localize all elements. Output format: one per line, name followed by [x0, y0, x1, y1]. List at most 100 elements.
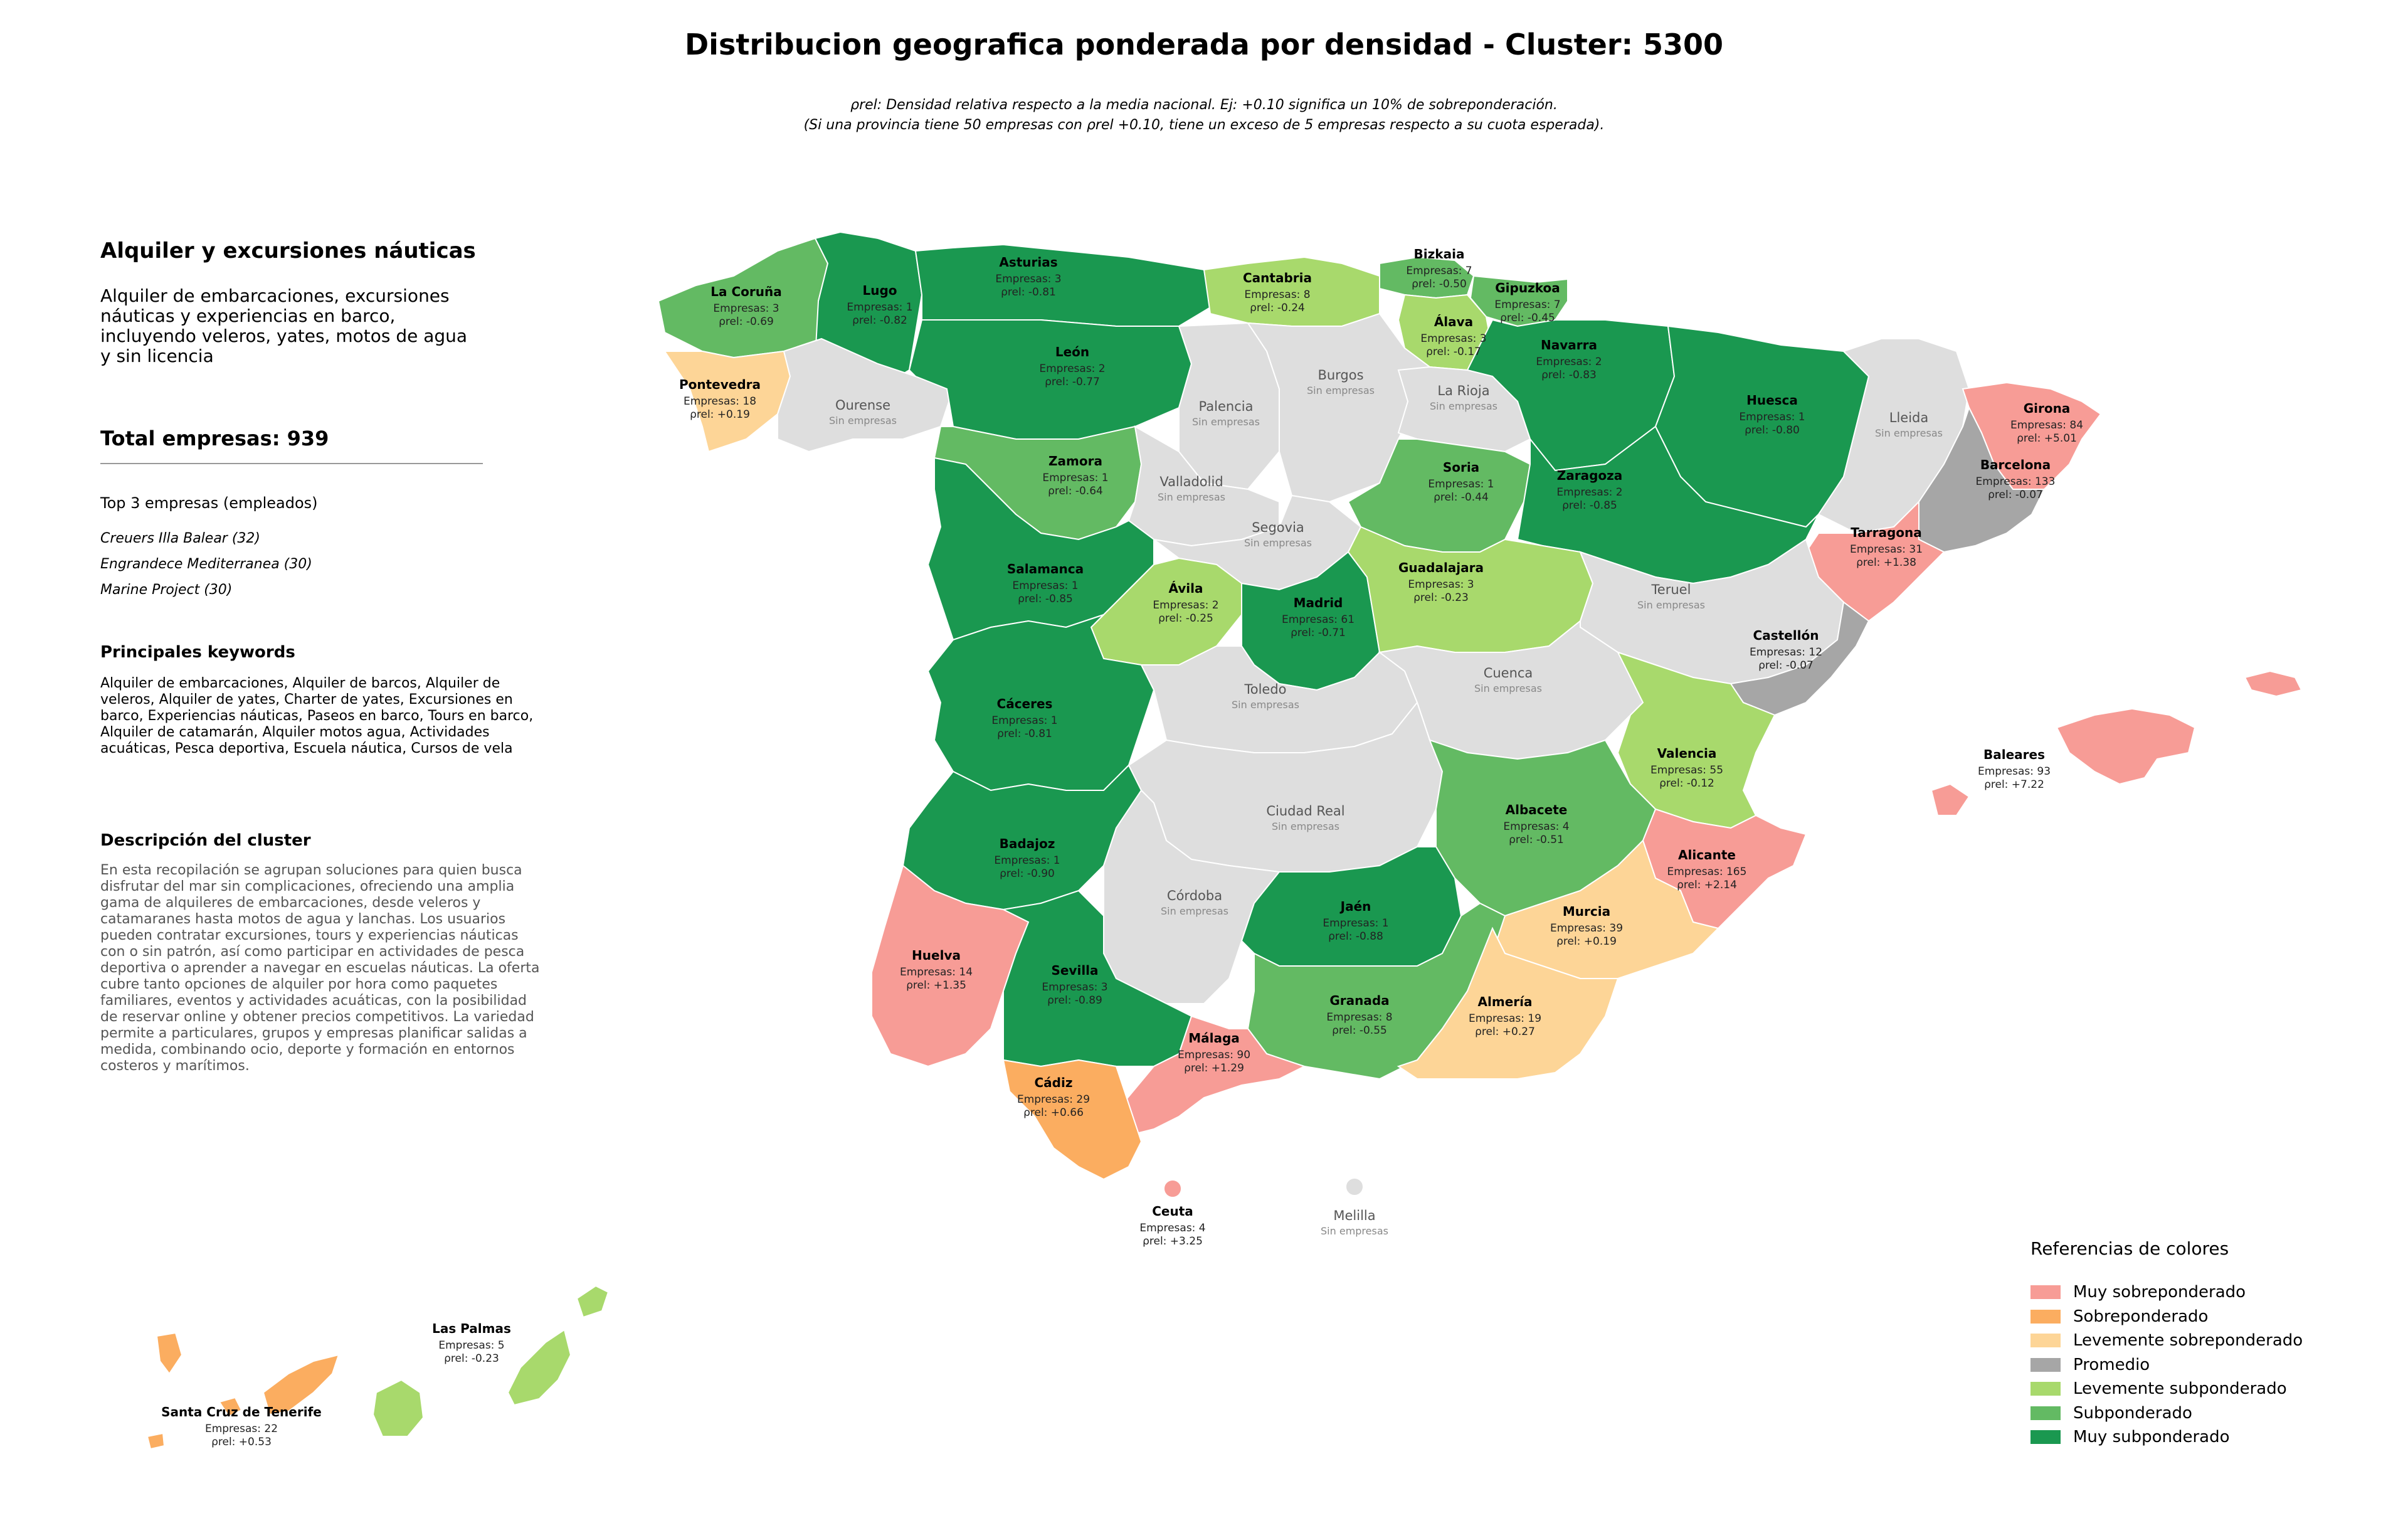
province-rho-label: ρrel: -0.45 — [1500, 312, 1555, 324]
province-rho-label: ρrel: -0.44 — [1434, 491, 1489, 504]
province-empresas-label: Empresas: 1 — [994, 854, 1060, 867]
province-name-label: Castellón — [1753, 628, 1819, 643]
province-name-label: Zamora — [1048, 454, 1102, 469]
province-empresas-label: Empresas: 3 — [1042, 981, 1107, 994]
province-name-label: Guadalajara — [1398, 560, 1484, 575]
province-no-data-label: Sin empresas — [1158, 491, 1225, 503]
province-empresas-label: Empresas: 22 — [205, 1423, 278, 1435]
legend-item: Muy subponderado — [2030, 1425, 2303, 1450]
divider — [100, 463, 483, 464]
province-empresas-label: Empresas: 1 — [1323, 917, 1388, 930]
province-no-data-label: Sin empresas — [1637, 599, 1705, 611]
legend-label: Levemente subponderado — [2073, 1379, 2287, 1399]
province-las-palmas — [372, 1285, 610, 1437]
province-santa-cruz-de-tenerife — [146, 1332, 340, 1450]
legend-label: Muy sobreponderado — [2073, 1283, 2246, 1302]
province-no-data-label: Sin empresas — [829, 415, 897, 427]
province-name-label: Tarragona — [1851, 525, 1922, 540]
legend-items: Muy sobreponderado Sobreponderado Levement… — [2030, 1280, 2303, 1450]
province-empresas-label: Empresas: 3 — [1408, 578, 1474, 591]
province-huelva — [871, 864, 1030, 1068]
province-name-label: Las Palmas — [432, 1321, 511, 1336]
cluster-short-description: Alquiler de embarcaciones, excursiones n… — [100, 285, 468, 366]
legend-label: Levemente sobreponderado — [2073, 1331, 2303, 1350]
province-empresas-label: Empresas: 39 — [1550, 922, 1623, 935]
province-empresas-label: Empresas: 31 — [1850, 543, 1923, 556]
province-name-label: La Rioja — [1437, 383, 1489, 398]
cluster-description-text: En esta recopilación se agrupan solucion… — [100, 862, 540, 1074]
province-empresas-label: Empresas: 2 — [1536, 356, 1602, 368]
province-rho-label: ρrel: -0.25 — [1158, 612, 1213, 625]
legend-item: Levemente subponderado — [2030, 1377, 2303, 1401]
province-name-label: Lugo — [862, 283, 897, 298]
province-empresas-label: Empresas: 1 — [1739, 411, 1805, 423]
province-empresas-label: Empresas: 90 — [1178, 1049, 1250, 1061]
legend-item: Sobreponderado — [2030, 1305, 2303, 1329]
province-no-data-label: Sin empresas — [1875, 427, 1943, 439]
legend-item: Levemente sobreponderado — [2030, 1329, 2303, 1353]
province-name-label: Melilla — [1333, 1208, 1375, 1223]
province-rho-label: ρrel: -0.17 — [1426, 346, 1481, 358]
province-name-label: Huelva — [912, 948, 961, 963]
province-rho-label: ρrel: +1.35 — [906, 979, 966, 992]
legend-item: Promedio — [2030, 1353, 2303, 1377]
province-name-label: Cuenca — [1484, 666, 1533, 681]
province-no-data-label: Sin empresas — [1430, 400, 1497, 412]
top3-item: Engrandece Mediterranea (30) — [100, 556, 312, 572]
legend-label: Promedio — [2073, 1355, 2150, 1374]
province-rho-label: ρrel: -0.55 — [1332, 1024, 1387, 1037]
province-no-data-label: Sin empresas — [1307, 385, 1375, 396]
province-empresas-label: Empresas: 165 — [1667, 866, 1747, 878]
province-asturias — [914, 243, 1212, 327]
province-name-label: Málaga — [1188, 1031, 1240, 1046]
legend-label: Sobreponderado — [2073, 1307, 2209, 1326]
province-name-label: León — [1055, 344, 1089, 359]
province-rho-label: ρrel: +1.29 — [1184, 1062, 1244, 1074]
province-no-data-label: Sin empresas — [1232, 699, 1299, 711]
province-shapes — [146, 231, 2303, 1450]
province-name-label: Córdoba — [1167, 888, 1222, 903]
province-ceuta — [1163, 1179, 1182, 1198]
province-rho-label: ρrel: -0.80 — [1745, 424, 1800, 437]
province-name-label: La Coruña — [710, 284, 781, 299]
province-name-label: Gipuzkoa — [1495, 280, 1560, 295]
province-empresas-label: Empresas: 1 — [1012, 580, 1078, 592]
province-rho-label: ρrel: -0.07 — [1988, 489, 2043, 501]
province-name-label: Soria — [1443, 460, 1479, 475]
province-rho-label: ρrel: +0.19 — [1556, 935, 1617, 948]
info-panel: Alquiler y excursiones náuticas Alquiler… — [100, 238, 564, 1074]
province-name-label: Ciudad Real — [1266, 804, 1344, 819]
legend-swatch — [2030, 1357, 2061, 1372]
province-empresas-label: Empresas: 19 — [1469, 1012, 1541, 1025]
province-no-data-label: Sin empresas — [1161, 905, 1228, 917]
province-name-label: Álava — [1434, 314, 1473, 329]
province-name-label: Cantabria — [1243, 270, 1312, 285]
province-empresas-label: Empresas: 2 — [1153, 599, 1218, 612]
province-name-label: Almería — [1478, 994, 1533, 1009]
subtitle-line-2: (Si una provincia tiene 50 empresas con … — [803, 117, 1605, 133]
province-caceres — [927, 614, 1155, 792]
province-rho-label: ρrel: -0.24 — [1250, 302, 1305, 314]
province-cadiz — [1002, 1059, 1143, 1180]
province-name-label: Badajoz — [1000, 836, 1055, 851]
subtitle-line-1: ρrel: Densidad relativa respecto a la me… — [850, 97, 1558, 113]
province-rho-label: ρrel: -0.71 — [1291, 627, 1346, 639]
province-empresas-label: Empresas: 4 — [1139, 1222, 1205, 1234]
province-empresas-label: Empresas: 8 — [1244, 289, 1310, 301]
province-rho-label: ρrel: -0.77 — [1045, 376, 1100, 388]
map-subtitle: ρrel: Densidad relativa respecto a la me… — [0, 95, 2408, 135]
province-barcelona — [1918, 406, 2046, 553]
province-name-label: Burgos — [1318, 368, 1363, 383]
province-rho-label: ρrel: +5.01 — [2017, 432, 2077, 445]
map-title: Distribucion geografica ponderada por de… — [685, 28, 1723, 61]
legend-swatch — [2030, 1430, 2061, 1445]
province-empresas-label: Empresas: 1 — [991, 714, 1057, 727]
province-name-label: Valladolid — [1159, 474, 1223, 489]
province-name-label: Cáceres — [997, 696, 1053, 711]
legend-swatch — [2030, 1406, 2061, 1420]
legend-swatch — [2030, 1285, 2061, 1300]
province-rho-label: ρrel: -0.23 — [1413, 592, 1469, 604]
province-name-label: Barcelona — [1980, 457, 2051, 472]
legend-swatch — [2030, 1334, 2061, 1348]
province-castellon — [1729, 601, 1870, 716]
